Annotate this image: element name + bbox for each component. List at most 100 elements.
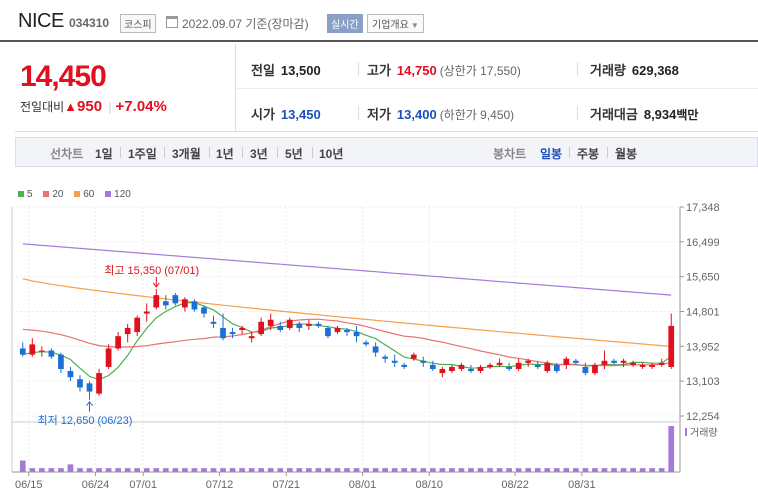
candle-body — [477, 366, 484, 372]
candle-body — [496, 362, 503, 365]
volume-bar — [363, 468, 369, 472]
period-3m[interactable]: 3개월 — [172, 147, 201, 161]
volume-bar — [267, 468, 274, 472]
volume-bar — [153, 468, 160, 472]
max-pointer-icon — [152, 282, 160, 288]
volume-bar — [553, 468, 560, 472]
candle-body — [38, 350, 45, 352]
x-tick-label: 07/01 — [129, 479, 157, 491]
volume-bar — [525, 468, 532, 472]
period-3y[interactable]: 3년 — [250, 147, 268, 161]
candle-body — [363, 342, 369, 345]
candle-body — [573, 360, 579, 363]
candle-body — [210, 321, 217, 324]
reference-date: 2022.09.07 기준(장마감) — [182, 17, 309, 31]
line-chart-label: 선차트 — [50, 147, 84, 161]
volume-bar — [382, 468, 389, 472]
candle-body — [429, 364, 436, 369]
candle-body — [410, 354, 417, 359]
candle-body — [96, 373, 102, 394]
candle-daily[interactable]: 일봉 — [540, 147, 563, 161]
volume-bar — [668, 426, 675, 472]
realtime-button[interactable]: 실시간 — [327, 14, 363, 33]
volume-bar — [544, 468, 551, 472]
volume-bar — [172, 468, 179, 472]
candle-body — [277, 325, 284, 331]
x-tick-label: 08/22 — [501, 479, 529, 491]
candle-monthly[interactable]: 월봉 — [615, 147, 638, 161]
candle-body — [458, 364, 465, 369]
candle-body — [305, 323, 312, 326]
min-price-annotation: 최저 12,650 (06/23) — [38, 414, 133, 427]
candle-body — [77, 379, 83, 388]
volume-bar — [115, 468, 121, 472]
legend-label: 120 — [114, 189, 131, 200]
candle-body — [239, 327, 245, 331]
y-tick-label: 12,254 — [686, 411, 720, 423]
stat-unit: 백만 — [676, 108, 699, 122]
stat-label: 전일 — [251, 63, 275, 78]
candle-body — [67, 371, 74, 378]
y-tick-label: 16,499 — [686, 237, 720, 249]
x-tick-label: 08/31 — [568, 479, 596, 491]
legend-swatch — [43, 191, 50, 197]
company-info-button[interactable]: 기업개요 ▼ — [367, 14, 424, 33]
candle-body — [58, 354, 64, 369]
volume-bar — [220, 468, 226, 472]
max-price-annotation: 최고 15,350 (07/01) — [104, 264, 199, 277]
volume-legend-swatch — [685, 428, 687, 436]
candle-body — [649, 364, 656, 367]
candle-body — [487, 364, 493, 367]
stock-header: NICE 034310 코스피 2022.09.07 기준(장마감) 실시간 기… — [0, 0, 758, 42]
candle-body — [601, 360, 608, 365]
ma-legend: 5 20 60 120 — [18, 189, 139, 200]
y-tick-label: 13,103 — [686, 376, 720, 388]
candle-body — [449, 366, 455, 372]
candle-body — [592, 364, 598, 374]
volume-bar — [649, 468, 656, 472]
company-info-label: 기업개요 — [372, 20, 409, 31]
candle-weekly[interactable]: 주봉 — [577, 147, 600, 161]
up-arrow-icon: ▲ — [64, 99, 78, 114]
period-5y[interactable]: 5년 — [285, 147, 303, 161]
volume-bar — [573, 468, 579, 472]
volume-bar — [592, 468, 598, 472]
legend-label: 60 — [83, 189, 95, 200]
stat-label: 고가 — [367, 63, 391, 78]
period-10y[interactable]: 10년 — [319, 147, 344, 161]
stat-label: 저가 — [367, 107, 391, 122]
volume-bar — [58, 468, 64, 472]
stat-high: 고가 14,750 (상한가 17,550) — [367, 60, 521, 79]
period-1d[interactable]: 1일 — [95, 147, 113, 161]
x-tick-label: 06/24 — [82, 479, 110, 491]
candle-body — [553, 364, 560, 372]
candle-body — [153, 295, 160, 308]
candle-body — [353, 332, 360, 337]
stat-value: 14,750 — [396, 63, 437, 78]
stat-value: 13,500 — [280, 63, 321, 78]
volume-bar — [372, 468, 379, 472]
candle-body — [639, 364, 646, 367]
stat-value: 13,450 — [280, 107, 321, 122]
stat-value: 8,934 — [643, 107, 677, 122]
period-1w[interactable]: 1주일 — [128, 147, 157, 161]
volume-bar — [124, 468, 131, 472]
candle-body — [267, 319, 274, 326]
candle-body — [668, 325, 675, 367]
change-label: 전일대비 — [20, 100, 65, 114]
stat-amount: 거래대금 8,934백만 — [590, 104, 698, 123]
candle-body — [658, 362, 665, 365]
candle-body — [420, 360, 427, 363]
candle-body — [124, 327, 131, 335]
period-1y[interactable]: 1년 — [216, 147, 234, 161]
candle-body — [401, 364, 408, 367]
y-tick-label: 14,801 — [686, 307, 720, 319]
calendar-icon — [166, 16, 178, 28]
volume-bar — [611, 468, 617, 472]
price-change: 전일대비▲950 | +7.04% — [20, 98, 167, 115]
candle-body — [220, 327, 226, 339]
candlestick-chart[interactable]: 17,348 16,499 15,650 14,801 13,952 13,103 12,2… — [0, 190, 758, 497]
volume-bar — [296, 468, 303, 472]
volume-bar — [630, 468, 636, 472]
volume-bar — [182, 468, 188, 472]
